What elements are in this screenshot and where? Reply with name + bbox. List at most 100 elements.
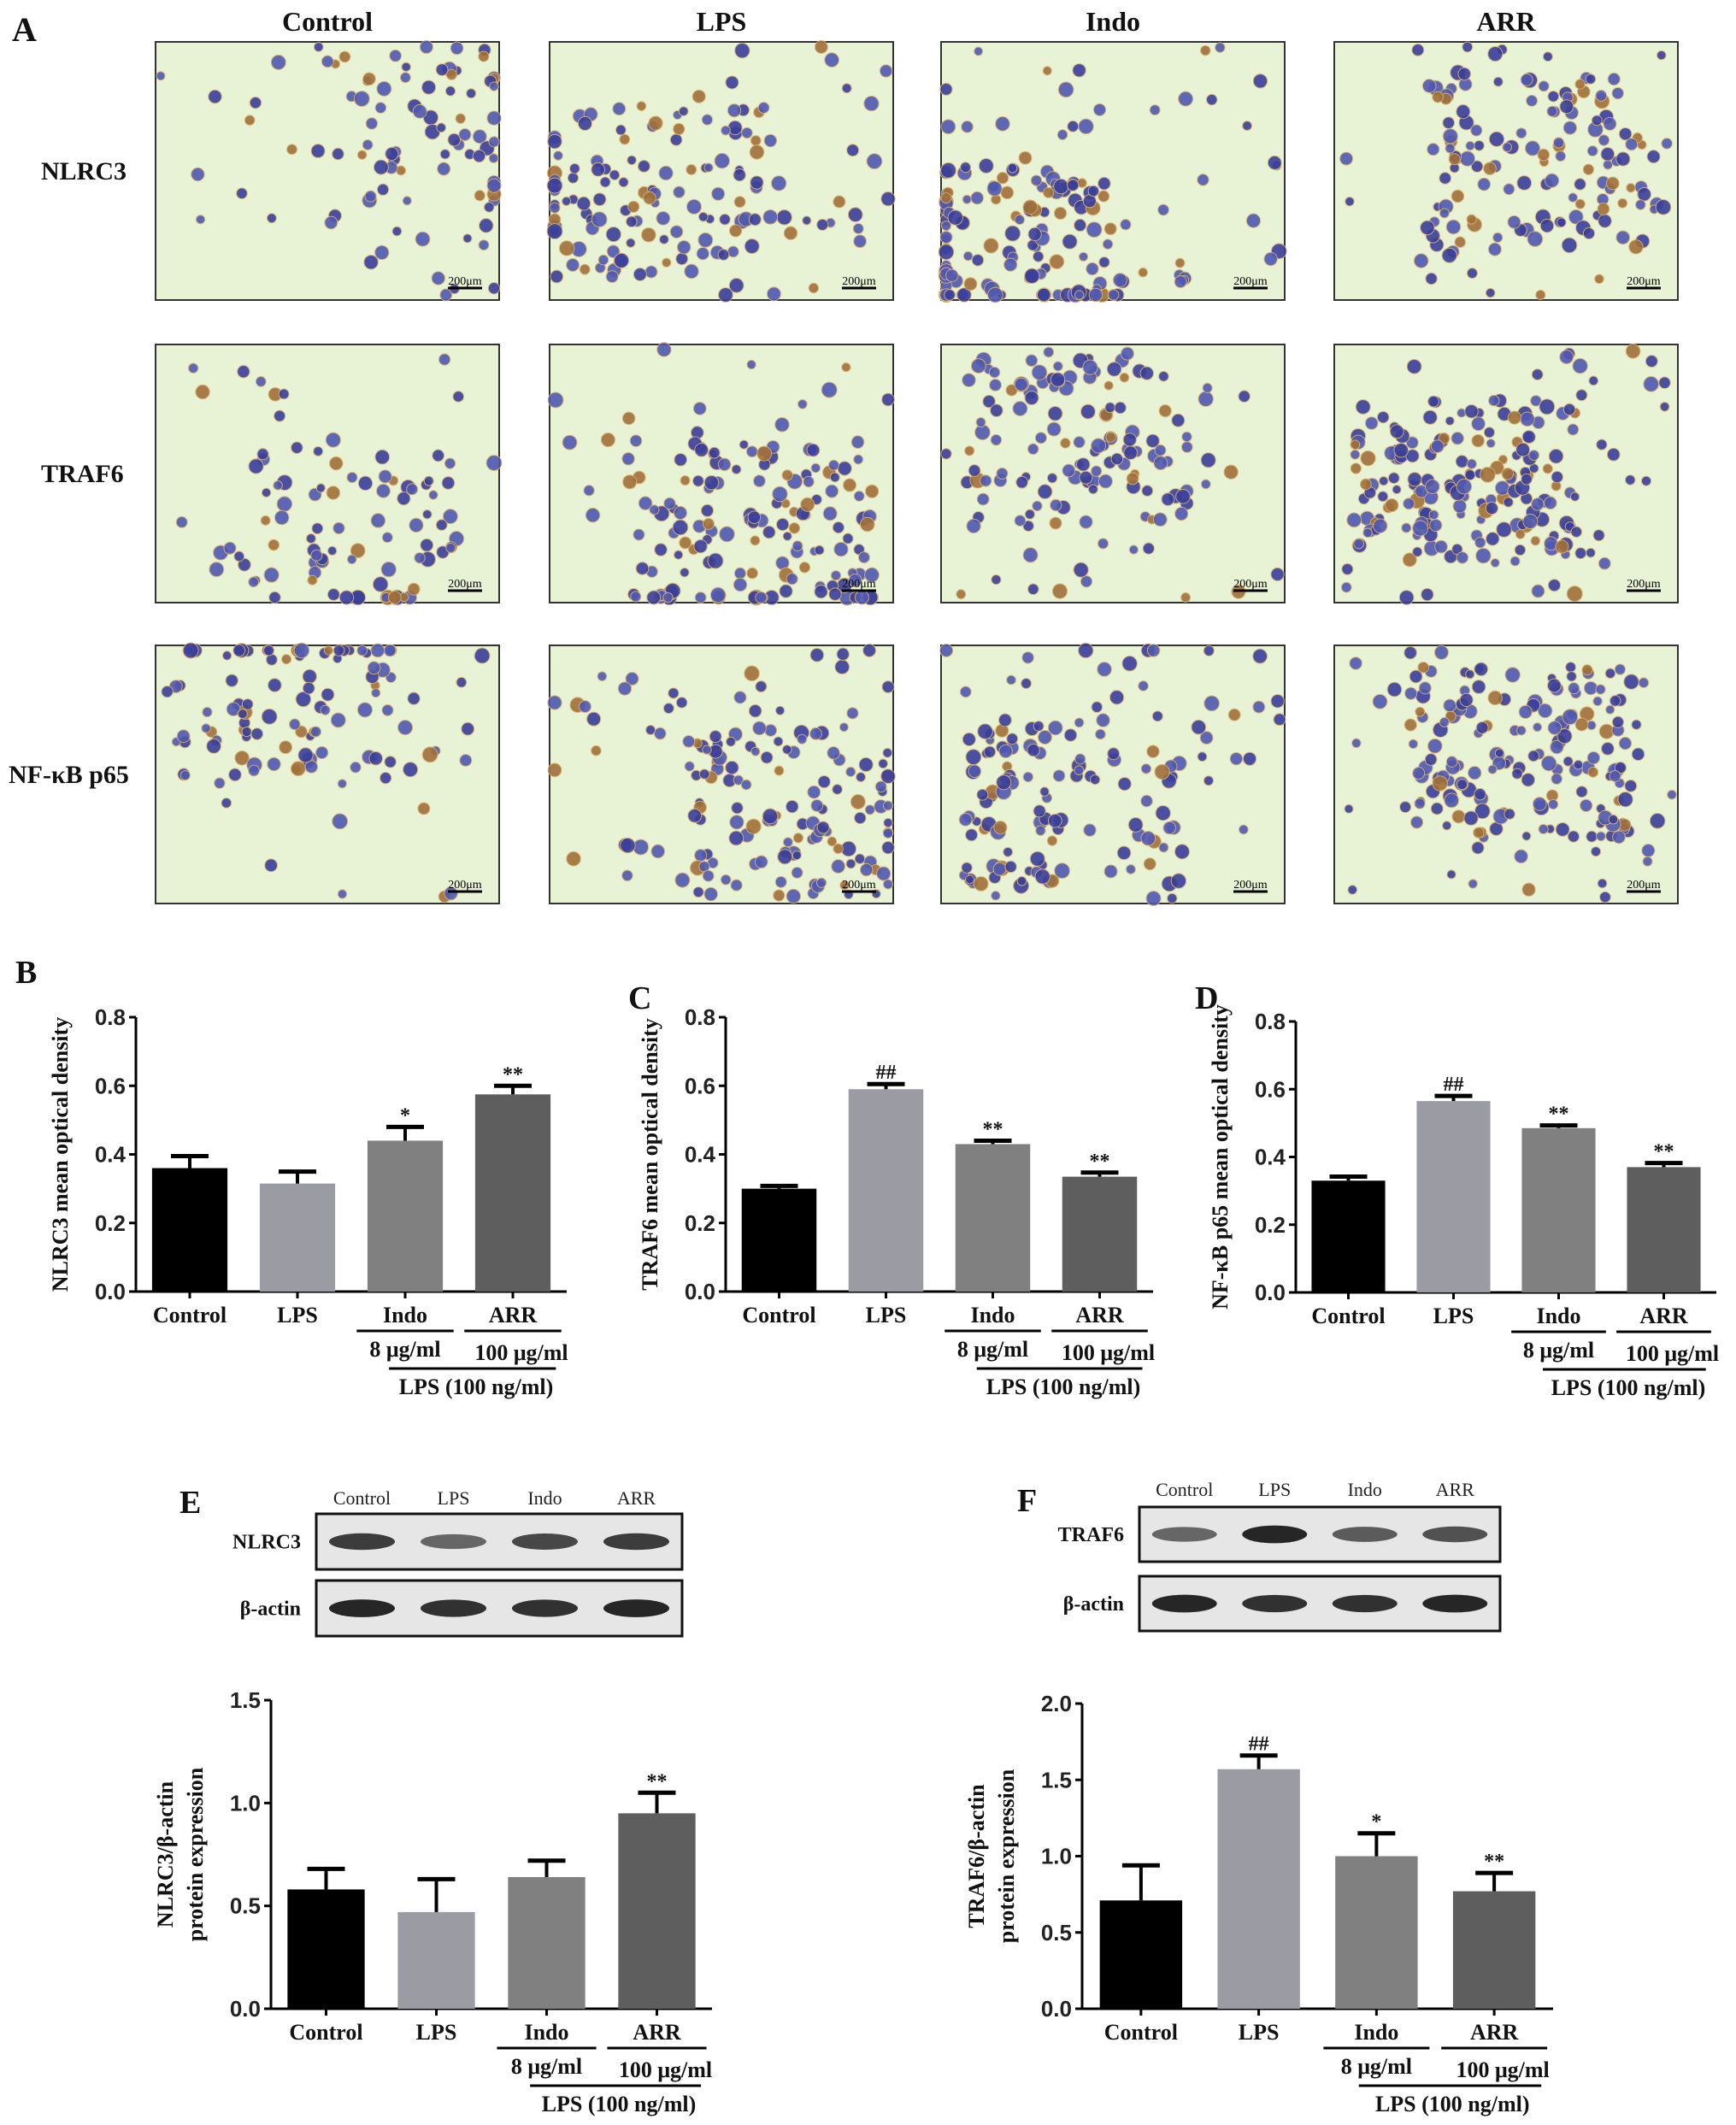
cell [1003,846,1014,857]
cell [1398,590,1415,605]
cell [645,724,656,735]
cell [1444,792,1460,809]
scale-bar-label: 200μm [1233,578,1268,591]
cell [1385,497,1399,513]
cell [1098,256,1110,268]
cell [1103,864,1118,879]
cell [1640,475,1652,486]
cell [1487,690,1503,706]
cell [1598,134,1610,146]
cell [865,484,880,498]
cell [332,645,345,656]
cell [455,113,466,124]
cell [674,550,684,560]
cell [223,541,237,555]
cell [1474,536,1486,549]
lane-label: Control [1156,1479,1213,1500]
cell [214,777,226,789]
cell [1047,813,1062,828]
cell [459,753,473,767]
cell [976,788,989,801]
cell [1007,162,1018,174]
bar [1416,1101,1491,1292]
cell [692,886,704,898]
cell [1626,183,1636,193]
cell [268,678,282,692]
cell [980,474,992,487]
cell [1425,272,1438,285]
cell [1483,427,1496,439]
cell [1575,786,1588,798]
cell [1574,79,1586,90]
cell [731,801,744,815]
cell [1574,198,1586,209]
cell [842,478,857,492]
cell [1145,433,1160,449]
cell [940,221,952,232]
cell [302,668,317,685]
cell [1533,722,1543,733]
cell [1158,371,1169,382]
cell [627,200,640,214]
cell [1432,91,1444,103]
cell [1457,67,1472,81]
significance-mark: * [400,1104,410,1127]
cell [702,869,715,882]
cell [750,135,762,146]
cell [423,475,434,486]
cell [1154,444,1167,456]
cell [437,162,451,176]
cell [1091,701,1103,713]
cell [1170,873,1187,889]
cell [996,171,1009,185]
cell [1074,218,1087,233]
cell [263,567,280,583]
cell [381,532,393,544]
cell [1421,587,1434,602]
cell [748,213,762,227]
cell [414,551,426,564]
cell [324,215,338,230]
cell [1568,682,1580,695]
cell [1568,192,1578,203]
cell [399,72,411,84]
cell [756,445,773,462]
cell [725,75,739,90]
x-tick-label: ARR [489,1303,538,1327]
cell [1625,138,1639,151]
cell [1657,50,1667,61]
cell [313,42,324,52]
cell [1592,529,1605,542]
cell [337,779,347,789]
cell [1538,80,1550,92]
cell [939,644,954,657]
cell [1511,768,1523,780]
cell [1566,671,1577,682]
cell [311,522,324,535]
cell [1555,821,1570,837]
significance-mark: ** [503,1063,523,1086]
cell [1521,473,1533,486]
cell [1471,680,1486,694]
bar [1062,1176,1138,1292]
cell [321,55,334,68]
cell [1138,680,1149,692]
cell [1022,547,1039,563]
dose-label: 8 μg/ml [369,1337,440,1362]
cell [719,526,735,543]
cell [1174,506,1189,521]
cell [1000,185,1015,200]
cell [1547,678,1562,693]
cell [1617,792,1633,808]
cell [458,128,472,142]
cell [1200,44,1211,56]
cell [617,681,633,696]
cell [600,432,615,448]
cell [686,198,703,215]
cell [1509,556,1521,567]
x-tick-label: ARR [1075,1303,1124,1327]
cell [1049,254,1065,269]
cell [1594,274,1604,285]
cell [1518,704,1533,720]
cell [621,869,633,882]
